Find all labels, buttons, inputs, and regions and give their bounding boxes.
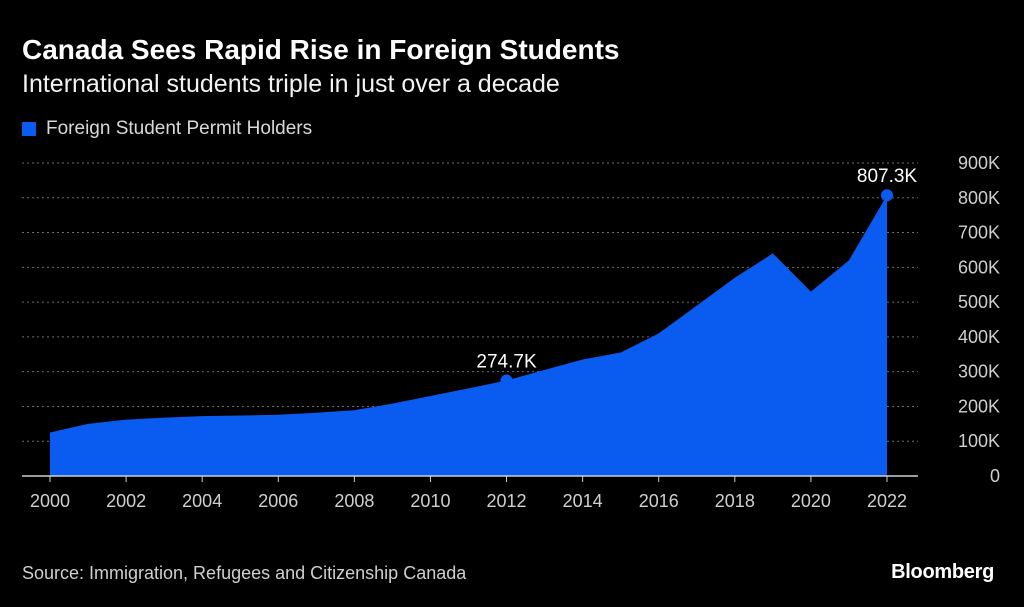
annotation-label: 274.7K — [476, 351, 537, 372]
legend-label: Foreign Student Permit Holders — [46, 118, 313, 139]
x-tick-label: 2010 — [410, 491, 450, 511]
x-tick-label: 2018 — [715, 491, 755, 511]
x-tick-label: 2014 — [563, 491, 603, 511]
annotation-point — [500, 374, 513, 387]
y-tick-label: 700K — [958, 223, 1000, 243]
annotation-point — [881, 189, 893, 202]
legend: Foreign Student Permit Holders — [22, 118, 312, 140]
y-tick-label: 900K — [958, 153, 1000, 173]
y-tick-label: 300K — [958, 362, 1000, 382]
y-tick-label: 100K — [958, 431, 1000, 451]
x-tick-label: 2000 — [30, 491, 70, 511]
x-tick-label: 2008 — [334, 491, 374, 511]
source-note: Source: Immigration, Refugees and Citize… — [22, 563, 467, 583]
y-tick-label: 600K — [958, 257, 1000, 277]
y-tick-label: 200K — [958, 396, 1000, 416]
y-tick-label: 0 — [990, 466, 1000, 486]
x-tick-label: 2022 — [867, 491, 907, 511]
x-tick-label: 2012 — [487, 491, 527, 511]
annotation-label: 807.3K — [857, 166, 918, 187]
y-tick-label: 500K — [958, 292, 1000, 312]
x-tick-label: 2006 — [258, 491, 298, 511]
x-tick-label: 2016 — [639, 491, 679, 511]
series-area-foreign-students — [50, 195, 887, 476]
y-tick-label: 800K — [958, 188, 1000, 208]
y-tick-label: 400K — [958, 327, 1000, 347]
bloomberg-logo: Bloomberg — [891, 561, 994, 583]
x-tick-label: 2004 — [182, 491, 222, 511]
x-tick-label: 2002 — [106, 491, 146, 511]
legend-swatch — [22, 122, 36, 136]
chart-subtitle: International students triple in just ov… — [22, 70, 560, 98]
chart-title: Canada Sees Rapid Rise in Foreign Studen… — [22, 34, 620, 65]
x-tick-label: 2020 — [791, 491, 831, 511]
